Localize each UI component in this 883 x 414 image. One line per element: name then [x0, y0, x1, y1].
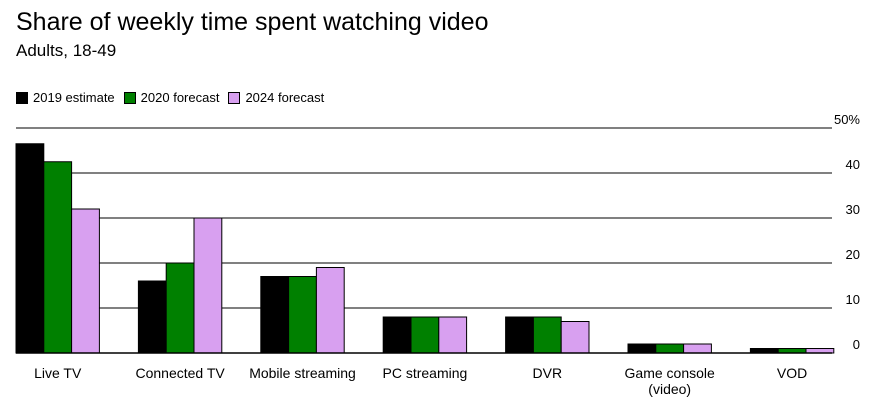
bar-2019-mobile-streaming [260, 276, 290, 354]
x-tick-label-2: Mobile streaming [249, 365, 356, 381]
x-tick-label-0: Live TV [34, 365, 82, 381]
bar-2020-pc-streaming [410, 316, 440, 354]
x-tick-label-1: Connected TV [135, 365, 225, 381]
bar-2024-mobile-streaming [315, 267, 345, 354]
legend-item-2024: 2024 forecast [228, 90, 324, 105]
legend-label-2020: 2020 forecast [140, 90, 220, 105]
x-tick-label-4: DVR [533, 365, 563, 381]
bar-2024-live-tv [71, 208, 100, 354]
y-tick-label-30: 30 [846, 202, 860, 217]
bar-2020-mobile-streaming [288, 276, 317, 354]
x-tick-label-3: PC streaming [382, 365, 467, 381]
bar-2020-connected-tv [165, 262, 195, 354]
bar-2019-game-console-video- [627, 343, 657, 354]
bar-2020-live-tv [43, 161, 73, 354]
legend-item-2020: 2020 forecast [123, 90, 220, 105]
bar-2019-pc-streaming [382, 316, 412, 354]
x-tick-label-5-line2: (video) [648, 381, 691, 397]
chart-subtitle: Adults, 18-49 [16, 41, 117, 60]
bar-2019-connected-tv [137, 280, 167, 354]
y-tick-label-20: 20 [846, 247, 860, 262]
y-tick-label-0: 0 [853, 337, 860, 352]
legend-label-2024: 2024 forecast [245, 90, 325, 105]
legend-swatch-2019 [16, 91, 28, 104]
legend-label-2019: 2019 estimate [33, 90, 115, 105]
bar-2024-pc-streaming [438, 316, 468, 354]
bar-2024-dvr [560, 321, 590, 354]
bar-2024-connected-tv [193, 217, 223, 354]
bar-2020-dvr [532, 316, 562, 354]
bar-2024-game-console-video- [683, 343, 712, 354]
bar-2019-live-tv [15, 143, 45, 354]
chart-title: Share of weekly time spent watching vide… [16, 8, 489, 36]
legend-swatch-2024 [228, 91, 241, 104]
y-tick-label-10: 10 [846, 292, 860, 307]
bar-2020-game-console-video- [655, 343, 685, 354]
x-tick-label-5: Game console [625, 365, 715, 381]
x-tick-label-6: VOD [777, 365, 807, 381]
legend: 2019 estimate 2020 forecast 2024 forecas… [16, 90, 333, 105]
y-tick-label-40: 40 [846, 157, 860, 172]
bar-2019-dvr [505, 316, 534, 354]
legend-swatch-2020 [123, 91, 136, 104]
legend-item-2019: 2019 estimate [16, 90, 115, 105]
y-tick-label-50: 50% [834, 112, 860, 127]
